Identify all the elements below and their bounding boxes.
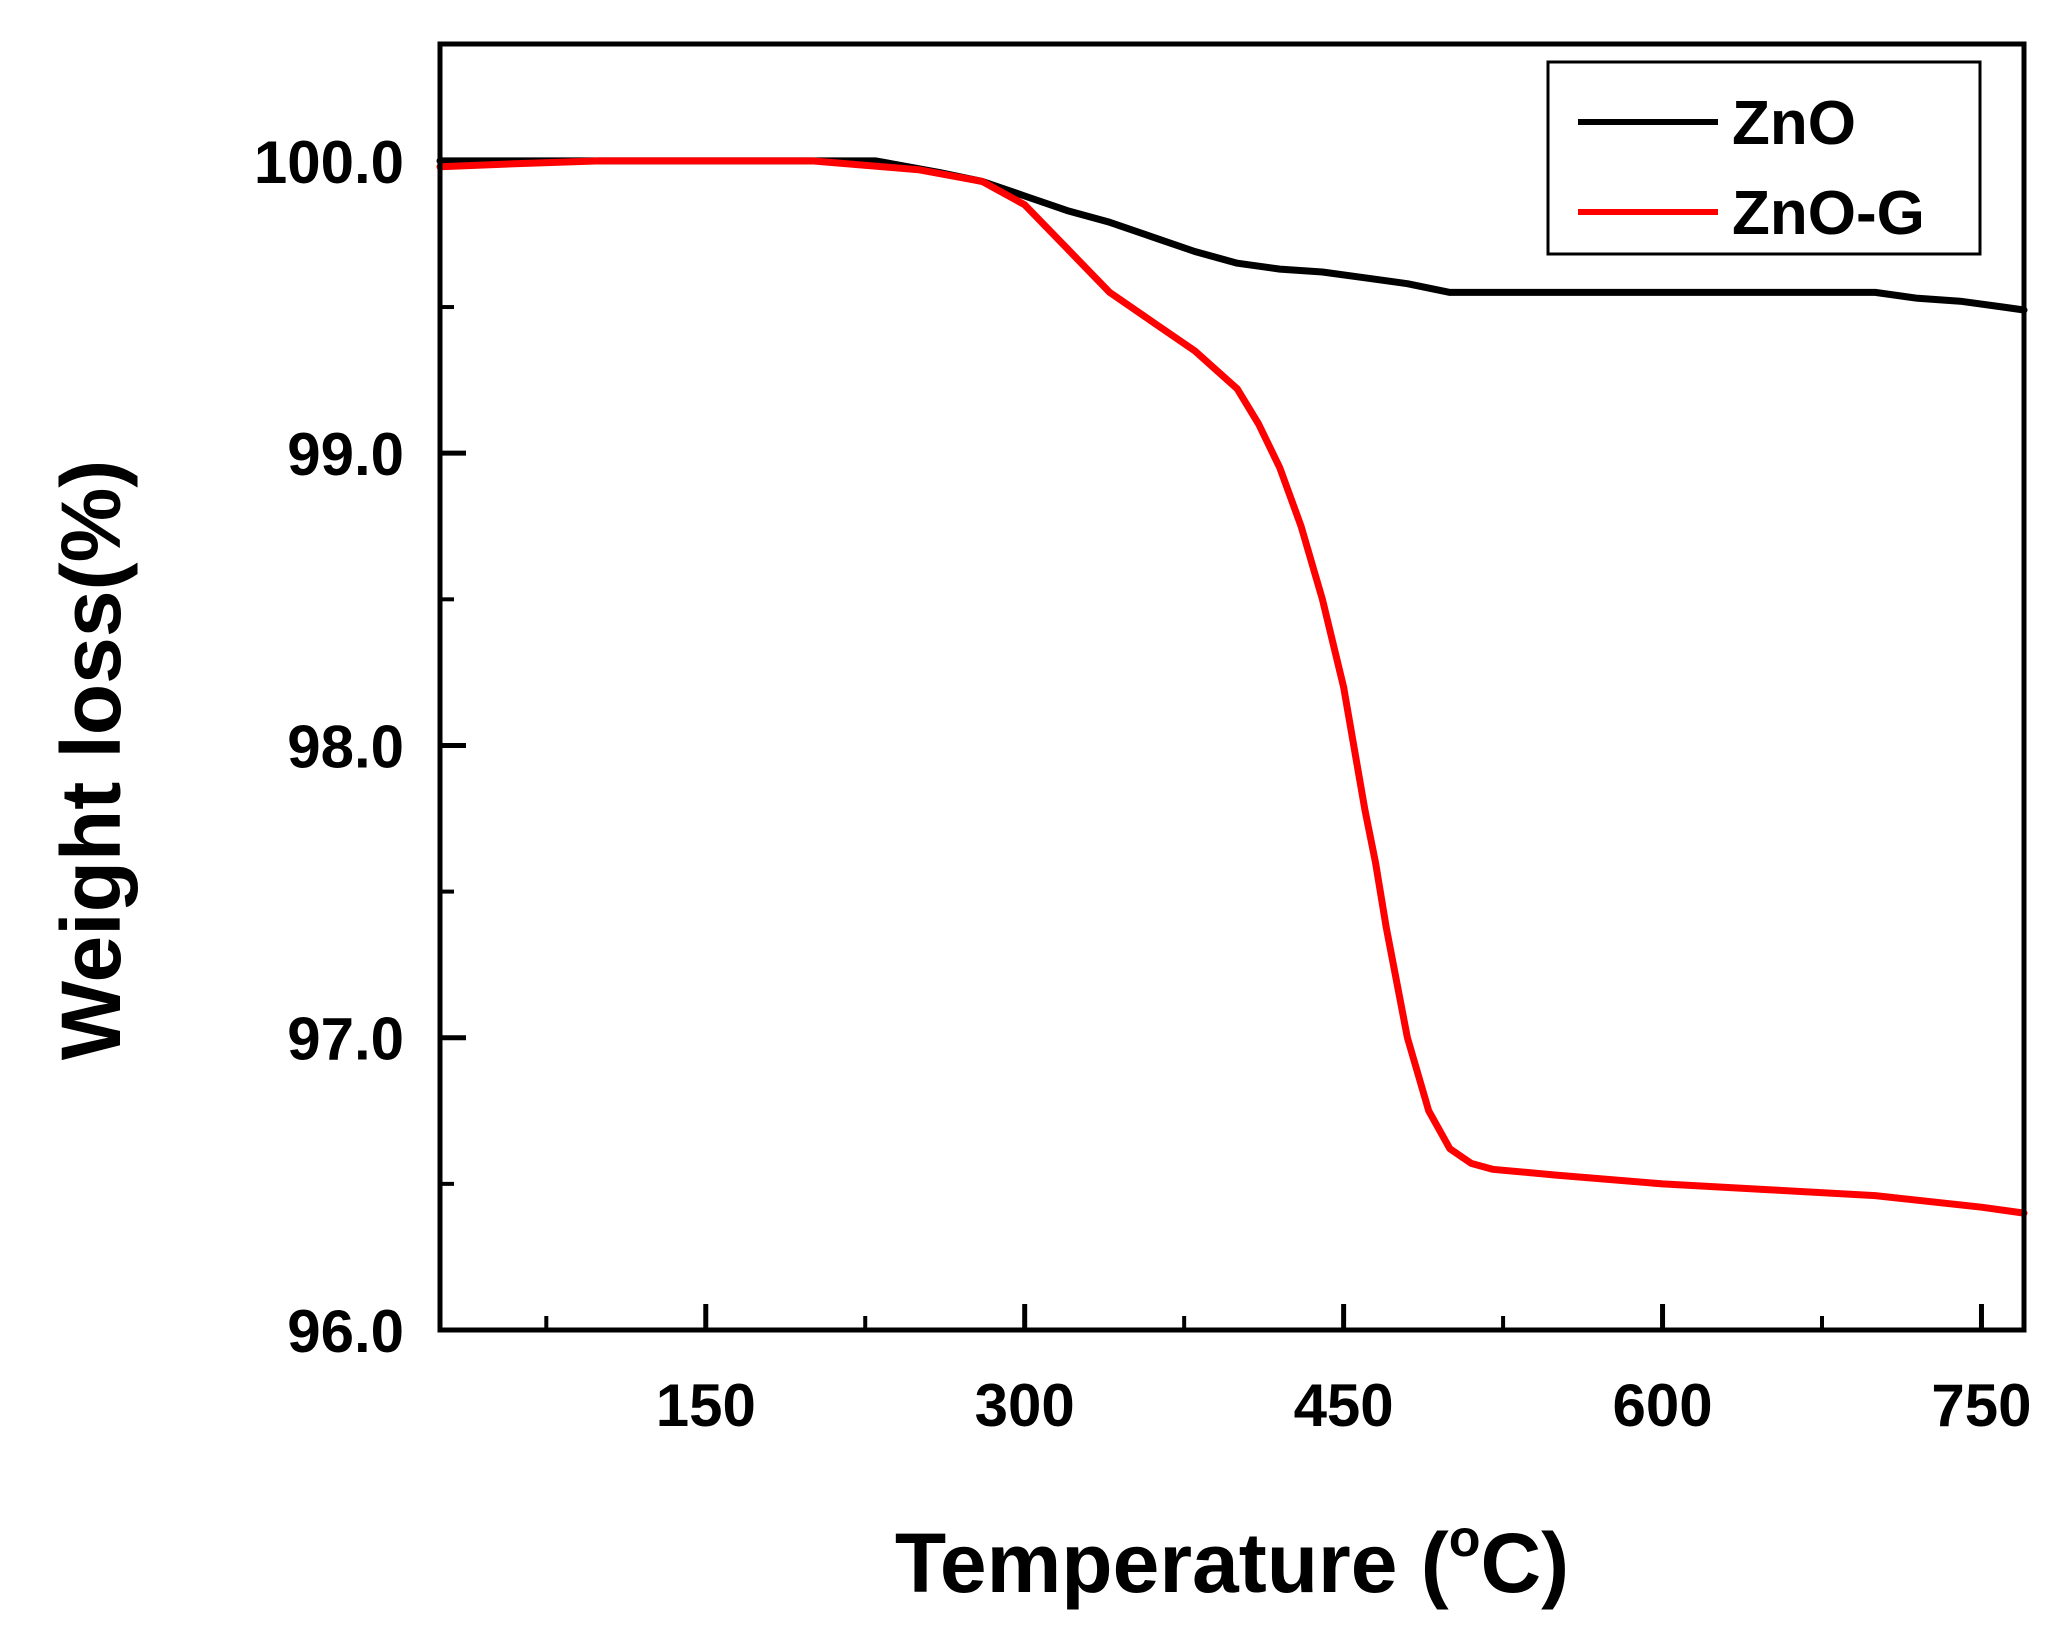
- x-tick-label: 300: [975, 1372, 1075, 1439]
- x-tick-label: 450: [1294, 1372, 1394, 1439]
- legend: ZnO ZnO-G: [1546, 60, 1982, 256]
- y-tick-label: 98.0: [287, 713, 404, 780]
- y-tick-label: 97.0: [287, 1006, 404, 1073]
- series-layer: [436, 157, 2028, 1217]
- legend-label-zno-g: ZnO-G: [1732, 179, 1925, 248]
- y-tick-label: 100.0: [254, 129, 404, 196]
- legend-box: [1546, 60, 1982, 256]
- x-tick-label: 750: [1931, 1372, 2031, 1439]
- x-tick-label: 600: [1612, 1372, 1712, 1439]
- x-axis-unit: C): [1481, 1516, 1570, 1610]
- y-axis-title: Weight loss(%): [44, 460, 138, 1060]
- axis-ticks: [440, 158, 1984, 1333]
- x-axis-degree-symbol: o: [1449, 1510, 1481, 1568]
- x-axis-title: Temperature (oC): [895, 1510, 1569, 1610]
- tick-labels: 150 300 450 600 750 96.0 97.0 98.0 99.0 100.0: [254, 129, 2032, 1439]
- y-tick-label: 96.0: [287, 1298, 404, 1365]
- x-axis-title-text: Temperature (: [895, 1516, 1449, 1610]
- plot-frame: [437, 41, 2027, 1333]
- y-tick-label: 99.0: [287, 421, 404, 488]
- x-tick-label: 150: [656, 1372, 756, 1439]
- legend-label-zno: ZnO: [1732, 89, 1856, 158]
- series-line-zno-g: [436, 157, 2028, 1217]
